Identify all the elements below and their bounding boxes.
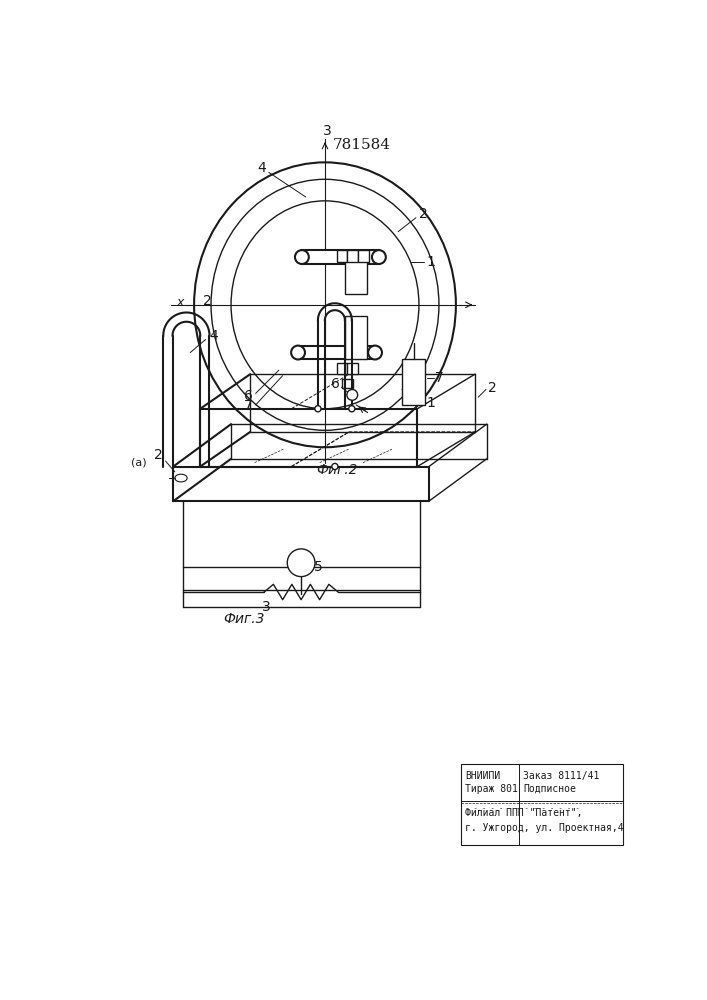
Text: Фиг.2: Фиг.2: [316, 463, 357, 477]
Circle shape: [315, 406, 321, 412]
Bar: [345, 316, 366, 359]
Text: 2: 2: [488, 381, 496, 395]
Ellipse shape: [372, 250, 386, 264]
Ellipse shape: [175, 474, 187, 482]
Text: 3: 3: [323, 124, 332, 138]
Bar: [461, 764, 623, 845]
Text: г. Ужгород, ул. Проектная,4: г. Ужгород, ул. Проектная,4: [465, 823, 624, 833]
Text: 7: 7: [244, 399, 252, 413]
Text: 5: 5: [314, 560, 322, 574]
Ellipse shape: [295, 250, 309, 264]
Bar: [402, 359, 425, 405]
Ellipse shape: [368, 346, 382, 359]
Bar: [302, 250, 379, 264]
Bar: [337, 250, 347, 262]
Text: 7: 7: [435, 371, 443, 385]
Text: 1: 1: [427, 396, 436, 410]
Text: 1: 1: [354, 271, 363, 285]
Text: ВНИИПИ: ВНИИПИ: [465, 771, 501, 781]
Circle shape: [349, 406, 355, 412]
Bar: [298, 346, 375, 359]
Text: x: x: [177, 296, 184, 309]
Text: 6: 6: [243, 389, 252, 403]
Text: Заказ 8111/41: Заказ 8111/41: [523, 771, 600, 781]
Bar: [345, 252, 366, 294]
Circle shape: [347, 389, 358, 400]
Bar: [337, 363, 347, 374]
Text: 4: 4: [209, 329, 218, 343]
Text: 6: 6: [331, 377, 340, 391]
Text: Филиал ППП "Патент",: Филиал ППП "Патент",: [465, 808, 583, 818]
Text: 2: 2: [419, 207, 428, 221]
Text: 781584: 781584: [333, 138, 391, 152]
Bar: [347, 250, 358, 262]
Circle shape: [332, 463, 338, 470]
Circle shape: [287, 549, 315, 577]
Text: Подписное: Подписное: [523, 784, 575, 794]
Text: Фиг.3: Фиг.3: [223, 612, 265, 626]
Bar: [358, 250, 369, 262]
Bar: [342, 379, 353, 388]
Text: 2: 2: [153, 448, 163, 462]
Bar: [347, 363, 358, 374]
Text: I: I: [298, 556, 302, 569]
Text: 2: 2: [203, 294, 211, 308]
Text: Тираж 801: Тираж 801: [465, 784, 518, 794]
Text: (а): (а): [131, 458, 146, 468]
Text: - - - - - - - - - - - - - -: - - - - - - - - - - - - - -: [465, 805, 580, 811]
Text: 4: 4: [257, 161, 267, 175]
Text: 1: 1: [427, 255, 436, 269]
Ellipse shape: [291, 346, 305, 359]
Text: 3: 3: [262, 600, 271, 614]
